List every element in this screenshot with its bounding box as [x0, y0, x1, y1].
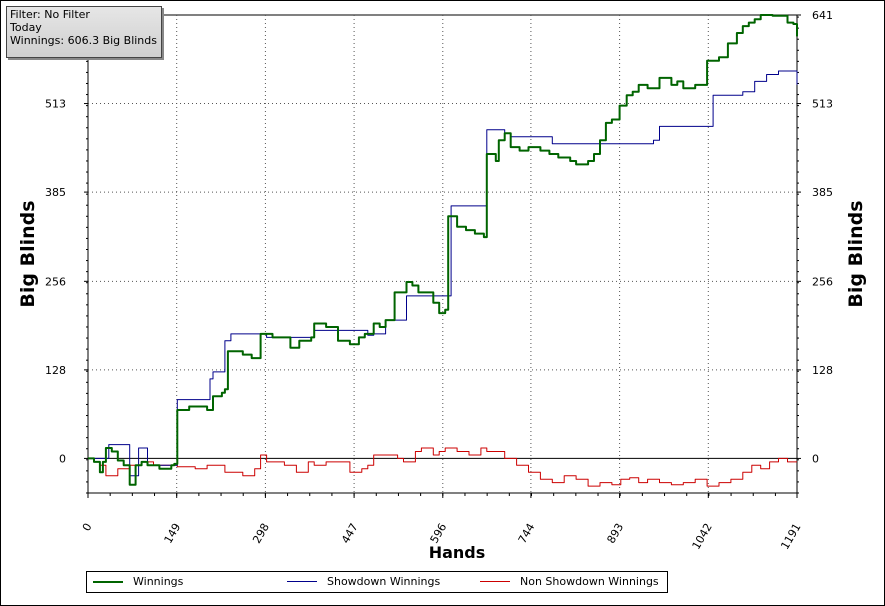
x-axis-title: Hands [429, 543, 486, 562]
y-tick-label-left: 0 [59, 452, 66, 465]
x-tick-label: 0 [80, 521, 95, 534]
x-tick-label: 596 [428, 521, 450, 546]
filter-info-box: Filter: No Filter Today Winnings: 606.3 … [6, 6, 162, 58]
x-tick-label: 447 [339, 521, 361, 546]
x-tick-label: 1042 [690, 521, 715, 552]
y-axis-title-left: Big Blinds [17, 200, 39, 307]
x-tick-label: 1191 [778, 521, 803, 552]
y-tick-label-right: 256 [812, 275, 833, 288]
legend-swatch-non-showdown [480, 581, 510, 582]
x-tick-label: 149 [162, 521, 184, 546]
x-tick-label: 298 [250, 521, 272, 546]
y-tick-label-right: 385 [812, 186, 833, 199]
y-axis-title-right: Big Blinds [845, 200, 867, 307]
chart-legend: Winnings Showdown Winnings Non Showdown … [86, 571, 668, 593]
legend-swatch-showdown [287, 581, 317, 582]
y-tick-label-left: 128 [45, 364, 66, 377]
y-tick-label-right: 0 [812, 452, 819, 465]
y-tick-label-left: 256 [45, 275, 66, 288]
x-tick-label: 744 [516, 521, 538, 546]
winnings-line [88, 14, 798, 486]
x-tick-label: 893 [604, 521, 626, 546]
winnings-label: Winnings: 606.3 Big Blinds [10, 34, 157, 47]
non-showdown-winnings-line [88, 447, 797, 487]
filter-label: Filter: No Filter [10, 8, 90, 21]
legend-label-winnings: Winnings [133, 575, 184, 588]
plot-area [87, 14, 798, 494]
period-label: Today [10, 21, 42, 34]
y-tick-label-right: 513 [812, 98, 833, 111]
y-tick-label-right: 641 [812, 9, 833, 22]
legend-label-non-showdown: Non Showdown Winnings [520, 575, 659, 588]
legend-label-showdown: Showdown Winnings [327, 575, 441, 588]
legend-swatch-winnings [93, 581, 123, 583]
y-tick-label-right: 128 [812, 364, 833, 377]
y-tick-label-left: 513 [45, 98, 66, 111]
y-tick-label-left: 385 [45, 186, 66, 199]
